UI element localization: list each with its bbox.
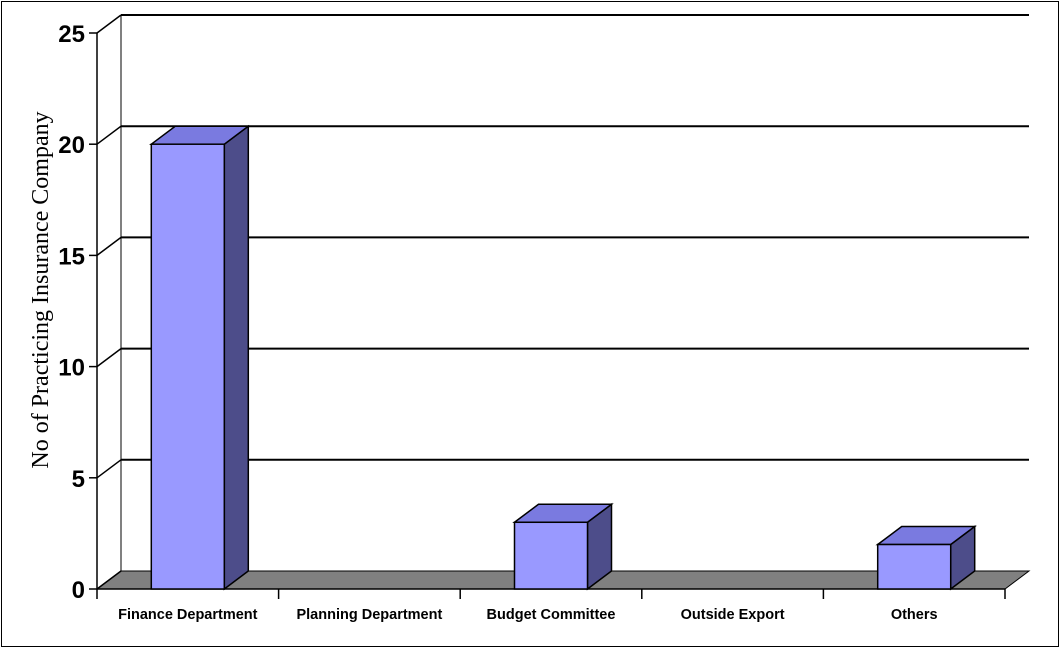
y-tick-label: 10 xyxy=(58,355,85,382)
gridline-diagonal xyxy=(96,348,122,368)
gridlines xyxy=(96,14,1029,590)
bar-side-face xyxy=(223,124,250,591)
gridline-diagonal xyxy=(96,236,122,256)
bar xyxy=(876,543,952,590)
gridline-diagonal xyxy=(96,125,122,145)
x-tick-label: Budget Committee xyxy=(487,607,616,623)
x-tick-label: Others xyxy=(891,607,938,623)
y-tick-label: 5 xyxy=(72,466,85,493)
y-tick-label: 15 xyxy=(58,243,85,270)
y-tick-label: 20 xyxy=(58,132,85,159)
x-tick-label: Planning Department xyxy=(296,607,442,623)
y-tick-label: 25 xyxy=(58,21,85,48)
bar xyxy=(150,143,226,590)
gridline-diagonal xyxy=(96,459,122,479)
x-tick-label: Outside Export xyxy=(681,607,785,623)
bar xyxy=(513,521,589,590)
gridline-diagonal xyxy=(96,14,122,34)
gridline-diagonal xyxy=(96,570,122,590)
bars xyxy=(149,124,977,591)
y-tick-label: 0 xyxy=(72,577,85,604)
x-tick-labels: Finance Department Planning Department Bud… xyxy=(118,607,937,623)
y-axis-title: No of Practicing Insurance Company xyxy=(28,111,54,468)
y-tick-labels: 0 5 10 15 20 25 xyxy=(58,21,85,604)
x-tick-label: Finance Department xyxy=(118,607,258,623)
